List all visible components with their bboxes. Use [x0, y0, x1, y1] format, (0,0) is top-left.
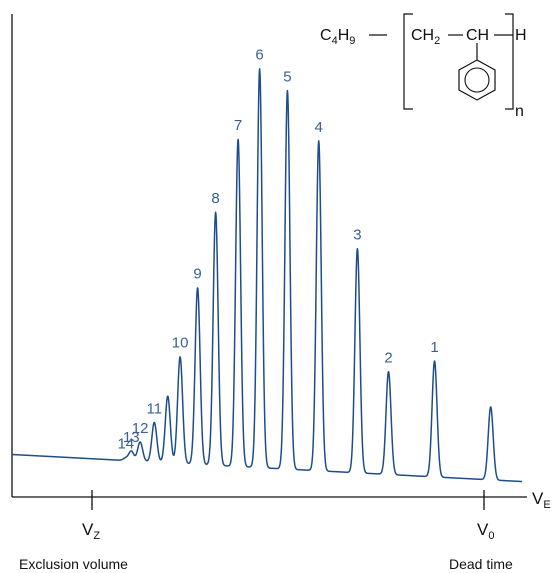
peak-label-13: 13	[123, 429, 140, 446]
v0-label: V0	[477, 520, 494, 542]
chromatogram-trace	[11, 68, 523, 483]
structure-unit2: CH	[466, 27, 489, 44]
structure-unit1: CH2	[411, 27, 440, 47]
structure-end-group: H	[515, 27, 527, 44]
peak-label-6: 6	[255, 47, 263, 64]
marker-v0: V0 Dead time	[449, 490, 513, 572]
peak-label-14: 14	[117, 435, 134, 452]
structure-left-group: C4H9	[320, 27, 355, 47]
benzene-aromatic-circle	[464, 67, 490, 93]
peak-label-8: 8	[211, 190, 219, 207]
peak-label-2: 2	[384, 350, 392, 367]
peak-label-1: 1	[430, 339, 438, 356]
x-axis-label-subscript: E	[543, 499, 550, 511]
polystyrene-structure: C4H9 CH2 CH H n	[320, 13, 527, 120]
peak-label-4: 4	[315, 119, 323, 136]
peak-label-5: 5	[283, 68, 291, 85]
structure-bracket-right	[505, 13, 514, 110]
peak-label-9: 9	[193, 266, 201, 283]
peak-label-3: 3	[353, 227, 361, 244]
vz-label: VZ	[82, 520, 100, 542]
peak-label-11: 11	[147, 400, 163, 417]
structure-bracket-left	[403, 13, 413, 110]
peak-label-12: 12	[132, 420, 149, 437]
peak-label-7: 7	[234, 117, 242, 134]
peak-label-10: 10	[172, 335, 189, 352]
structure-repeat-n: n	[515, 103, 524, 120]
x-axis-label: VE	[532, 489, 551, 511]
benzene-ring	[458, 59, 496, 101]
v0-caption: Dead time	[449, 556, 513, 572]
vz-caption: Exclusion volume	[19, 556, 128, 572]
marker-vz: VZ Exclusion volume	[19, 490, 128, 572]
